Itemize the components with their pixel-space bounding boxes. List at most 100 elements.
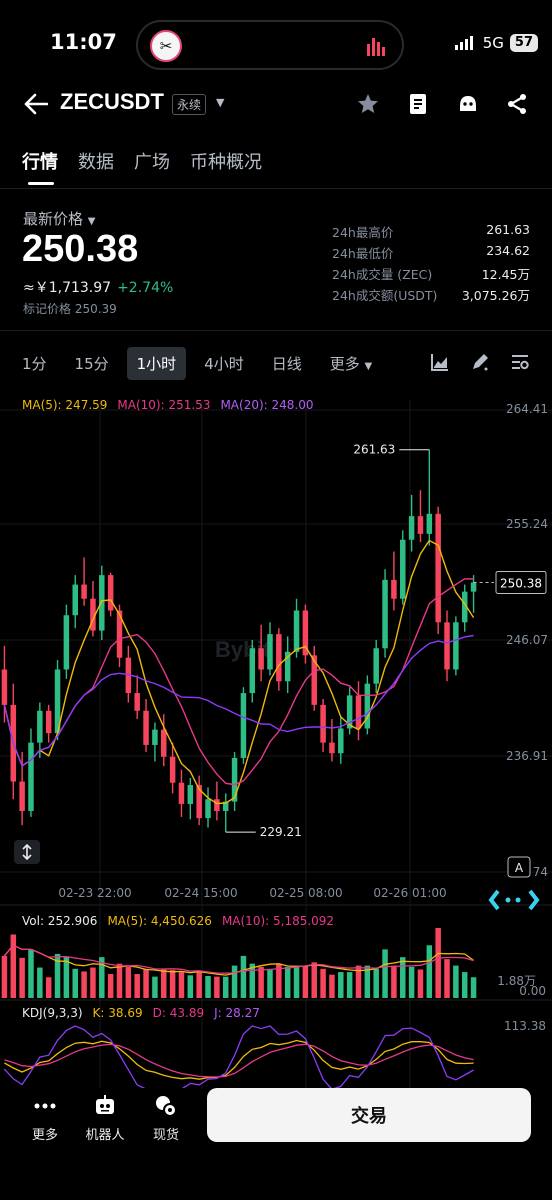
volume-bar (37, 967, 43, 998)
candle-body (125, 657, 132, 694)
chart-tools (430, 352, 530, 372)
volume-bar (222, 976, 229, 998)
tab-coin-overview[interactable]: 币种概况 (190, 152, 262, 173)
trade-button[interactable]: 交易 (207, 1088, 531, 1142)
candle-body (355, 695, 362, 729)
stats-24h: 24h最高价 261.63 24h最低价 234.62 24h成交量 (ZEC) 12… (332, 222, 530, 306)
kdj-j: J: 28.27 (214, 1006, 260, 1020)
volume-bar (178, 972, 185, 998)
robot-face-icon[interactable] (456, 92, 480, 116)
tab-data[interactable]: 数据 (78, 152, 114, 173)
status-time: 11:07 (50, 30, 117, 54)
candle-body (143, 710, 149, 745)
battery-icon: 57 (509, 34, 538, 52)
y-tick-label: 236.91 (506, 749, 548, 763)
more-label: 更多 (31, 1128, 58, 1143)
kdj-k: K: 38.69 (92, 1006, 143, 1020)
volume-y-bottom: 0.00 (519, 984, 546, 998)
candle-body (54, 669, 61, 734)
kdj-legend: KDJ(9,3,3) K: 38.69 D: 43.89 J: 28.27 (22, 1006, 260, 1020)
volume-bar (408, 966, 415, 998)
cny-price-value: ≈￥1,713.97 (23, 280, 112, 296)
volume-bar (72, 968, 78, 998)
volume-bar (461, 972, 468, 998)
volume-bar (249, 963, 256, 998)
kdj-j-line (3, 1025, 474, 1090)
stat-volume: 24h成交量 (ZEC) 12.45万 (332, 267, 530, 282)
notes-icon[interactable] (406, 92, 430, 116)
volume-bar (293, 965, 300, 998)
kdj-lines (3, 1025, 474, 1090)
back-arrow-icon[interactable] (24, 93, 48, 115)
chart-settings-icon[interactable] (510, 352, 530, 372)
scroll-latest-icon[interactable] (488, 889, 540, 911)
candle-body (329, 742, 335, 754)
header: ZECUSDT 永续 ▼ (0, 82, 552, 126)
volume-bar (63, 957, 70, 998)
candle-body (196, 785, 202, 819)
last-price-label[interactable]: 最新价格 ▼ (23, 210, 96, 228)
interval-1d[interactable]: 日线 (271, 354, 302, 373)
kdj-k-line (4, 1039, 474, 1080)
volume-bar (240, 955, 247, 998)
bot-label: 机器人 (85, 1128, 125, 1143)
price-y-axis: 264.41 255.24 246.07 236.91 74 250.38 (473, 402, 548, 879)
auto-scale-button[interactable]: A (507, 856, 531, 878)
expand-vertical-icon[interactable] (14, 840, 40, 864)
volume-bar (391, 965, 397, 998)
indicator-icon[interactable] (430, 352, 450, 372)
kdj-y-top: 113.38 (504, 1019, 546, 1033)
candle-body (373, 648, 379, 684)
stat-low: 24h最低价 234.62 (332, 243, 530, 261)
candle-body (276, 634, 282, 682)
draw-pen-icon[interactable] (470, 352, 490, 372)
y-tick-label: 246.07 (506, 633, 548, 647)
volume-bar (125, 966, 132, 998)
volume-bar (116, 963, 123, 998)
volume-bar (187, 975, 194, 998)
symbol-title[interactable]: ZECUSDT (60, 89, 164, 114)
volume-bar (1, 955, 8, 998)
app-logo-icon: ✂ (150, 30, 182, 62)
divider (0, 330, 552, 331)
stat-high: 24h最高价 261.63 (332, 222, 530, 240)
candle-body (231, 757, 238, 802)
ma-legend: MA(5): 247.59 MA(10): 251.53 MA(20): 248… (22, 398, 314, 412)
ma5-legend: MA(5): 247.59 (22, 398, 108, 412)
volume-bar (417, 969, 424, 998)
bot-button[interactable]: 机器人 (80, 1094, 130, 1143)
tab-market[interactable]: 行情 (22, 152, 58, 173)
star-icon[interactable] (356, 92, 380, 116)
volume-bar (302, 965, 309, 998)
activity-bars-icon (367, 38, 385, 56)
interval-more[interactable]: 更多 ▼ (329, 354, 373, 373)
more-button[interactable]: 更多 (20, 1094, 70, 1143)
interval-4h[interactable]: 4小时 (204, 354, 244, 373)
robot-icon (96, 1095, 114, 1114)
ma5-line (3, 539, 475, 805)
tab-square[interactable]: 广场 (134, 152, 170, 173)
candle-body (444, 622, 450, 670)
interval-15m[interactable]: 15分 (74, 354, 109, 373)
interval-1h[interactable]: 1小时 (126, 346, 187, 380)
volume-bar (470, 977, 477, 998)
symbol-dropdown-icon[interactable]: ▼ (216, 96, 225, 109)
candle-body (37, 710, 43, 743)
candle-body (161, 729, 167, 757)
ma-lines (3, 539, 475, 805)
last-price: 250.38 (22, 228, 139, 270)
volume-bar (161, 969, 167, 998)
spot-button[interactable]: 现货 (141, 1094, 191, 1143)
volume-bar (214, 976, 220, 998)
share-icon[interactable] (505, 92, 529, 116)
volume-bar (364, 965, 371, 998)
candle-body (453, 622, 459, 670)
svg-text:A: A (515, 861, 524, 875)
divider (0, 188, 552, 189)
volume-bar (258, 966, 264, 998)
interval-1m[interactable]: 1分 (22, 354, 47, 373)
candle-body (205, 799, 211, 819)
candle-body (435, 513, 441, 623)
volume-bar (426, 945, 433, 998)
